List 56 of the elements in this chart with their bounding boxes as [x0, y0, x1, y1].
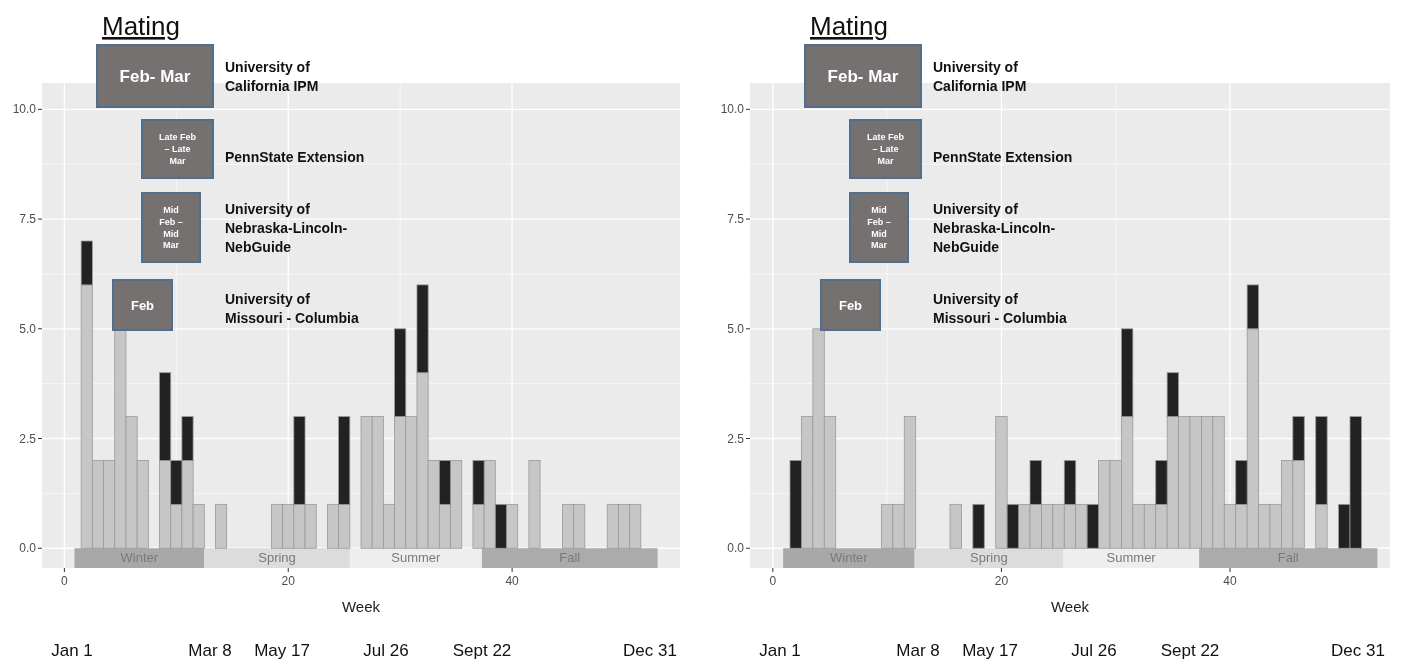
annotation: Feb- Mar: [119, 66, 191, 86]
x-tick-label: 40: [505, 574, 520, 588]
y-tick-label: 10.0: [720, 102, 745, 117]
band-label: Spring: [258, 550, 296, 566]
annotation: University of California IPM: [225, 58, 319, 94]
y-tick-label: 0.0: [19, 541, 37, 556]
x-tick-label: 20: [281, 574, 296, 588]
annotation: Feb: [838, 297, 863, 313]
x-axis-title: Week: [341, 598, 381, 615]
band-label: Summer: [391, 550, 442, 566]
text: Jul 26: [363, 641, 409, 660]
annotation: University of Missouri - Columbia: [225, 290, 359, 326]
annotation: Feb- Mar: [827, 66, 899, 86]
bar: [972, 503, 985, 549]
text: Sept 22: [452, 641, 512, 660]
x-tick-label: 40: [1223, 574, 1237, 588]
chart-title: Mating: [102, 11, 181, 41]
y-tick-label: 10.0: [12, 102, 37, 117]
text: Sept 22: [1160, 641, 1220, 660]
annotation: PennState Extension: [225, 149, 365, 165]
annotation: PennState Extension: [933, 149, 1073, 165]
y-tick-label: 7.5: [727, 212, 745, 227]
text: Jul 26: [1071, 641, 1117, 660]
text: May 17: [254, 641, 310, 660]
chart-title: Mating: [810, 11, 889, 41]
annotation: University of Missouri - Columbia: [933, 290, 1067, 326]
y-tick-label: 5.0: [727, 321, 745, 336]
text: Mar 8: [188, 641, 232, 660]
x-tick-label: 20: [994, 574, 1009, 588]
annotation: Mid Feb – Mid Mar: [159, 205, 183, 251]
annotation: Late Feb – Late Mar: [866, 132, 905, 166]
band-label: Summer: [1106, 550, 1157, 566]
annotation: Late Feb – Late Mar: [158, 132, 197, 166]
annotation: University of Nebraska-Lincoln-NebGuide: [933, 201, 1056, 255]
x-tick-label: 0: [61, 574, 69, 588]
y-tick-label: 0.0: [727, 541, 745, 556]
bar: [949, 503, 962, 549]
annotation: University of Nebraska-Lincoln-NebGuide: [225, 201, 348, 255]
band-label: Spring: [970, 550, 1008, 566]
text: Jan 1: [759, 641, 801, 660]
y-tick-label: 2.5: [727, 431, 745, 446]
y-tick-label: 5.0: [19, 321, 37, 336]
text: May 17: [962, 641, 1018, 660]
annotation: University of California IPM: [933, 58, 1027, 94]
y-tick-label: 2.5: [19, 431, 37, 446]
x-tick-label: 0: [769, 574, 777, 588]
annotation: Feb: [130, 297, 155, 313]
text: Mar 8: [896, 641, 940, 660]
x-axis-title: Week: [1050, 598, 1090, 615]
bar: [215, 503, 228, 549]
text: Dec 31: [623, 641, 677, 660]
text: Jan 1: [51, 641, 93, 660]
annotation: Mid Feb – Mid Mar: [867, 205, 891, 251]
bar: [528, 460, 541, 549]
y-tick-label: 7.5: [19, 212, 37, 227]
text: Dec 31: [1331, 641, 1385, 660]
